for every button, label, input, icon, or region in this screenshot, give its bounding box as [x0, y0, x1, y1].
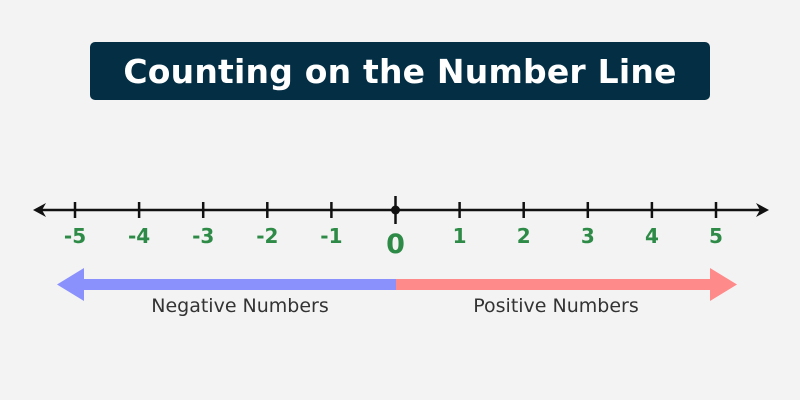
positive-arrow-shaft — [396, 279, 714, 290]
page-title: Counting on the Number Line — [123, 51, 677, 91]
tick-label: 5 — [709, 224, 723, 248]
tick-label: -5 — [64, 224, 86, 248]
tick-label: 2 — [517, 224, 531, 248]
tick-label: 1 — [453, 224, 467, 248]
negative-arrowhead-icon — [57, 268, 84, 301]
ticks: -5 -4 -3 -2 -1 0 1 2 3 4 5 — [64, 196, 723, 260]
tick-label: -2 — [256, 224, 278, 248]
left-arrowhead-icon — [33, 203, 46, 217]
negative-numbers-label: Negative Numbers — [151, 295, 329, 317]
tick-label: -3 — [192, 224, 214, 248]
positive-numbers-label: Positive Numbers — [473, 295, 639, 317]
tick-label: 3 — [581, 224, 595, 248]
title-banner: Counting on the Number Line — [90, 42, 710, 100]
right-arrowhead-icon — [756, 203, 769, 217]
origin-dot — [391, 205, 400, 215]
direction-arrows: Negative Numbers Positive Numbers — [57, 268, 737, 317]
tick-label: 4 — [645, 224, 659, 248]
tick-label: 0 — [386, 229, 405, 260]
tick-label: -4 — [128, 224, 150, 248]
tick-label: -1 — [320, 224, 342, 248]
number-line — [33, 203, 769, 217]
negative-arrow-shaft — [80, 279, 396, 290]
positive-arrowhead-icon — [710, 268, 737, 301]
